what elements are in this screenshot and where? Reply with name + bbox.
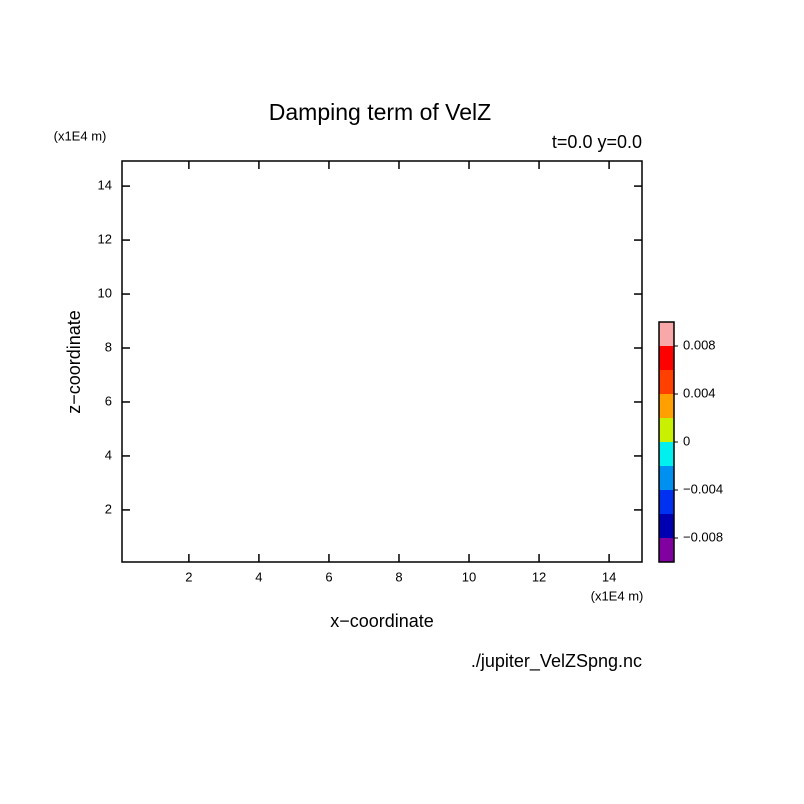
x-tick-label: 4 bbox=[255, 569, 262, 584]
colorbar-tick-label: 0 bbox=[683, 433, 690, 448]
colorbar-tick-label: −0.008 bbox=[683, 529, 723, 544]
y-tick-label: 4 bbox=[105, 447, 112, 462]
colorbar-swatch bbox=[659, 322, 674, 346]
chart-title: Damping term of VelZ bbox=[269, 99, 491, 125]
x-tick-label: 2 bbox=[185, 569, 192, 584]
colorbar-tick-label: −0.004 bbox=[683, 481, 723, 496]
colorbar-swatch bbox=[659, 490, 674, 514]
y-tick-label: 12 bbox=[98, 232, 112, 247]
plot-frame bbox=[121, 160, 643, 563]
y-tick-label: 2 bbox=[105, 501, 112, 516]
colorbar-swatch bbox=[659, 442, 674, 466]
x-tick-label: 8 bbox=[395, 569, 402, 584]
y-tick-label: 8 bbox=[105, 339, 112, 354]
y-tick-label: 6 bbox=[105, 393, 112, 408]
x-unit: (x1E4 m) bbox=[591, 588, 644, 603]
colorbar-swatch bbox=[659, 346, 674, 370]
colorbar-swatch bbox=[659, 418, 674, 442]
subtitle: t=0.0 y=0.0 bbox=[552, 132, 642, 152]
colorbar-swatch bbox=[659, 370, 674, 394]
source-file: ./jupiter_VelZSpng.nc bbox=[471, 651, 642, 672]
x-tick-label: 10 bbox=[462, 569, 476, 584]
colorbar-tick-label: 0.004 bbox=[683, 385, 716, 400]
x-axis-label: x−coordinate bbox=[330, 611, 434, 631]
x-tick-label: 12 bbox=[532, 569, 546, 584]
y-tick-label: 14 bbox=[98, 178, 112, 193]
x-tick-label: 6 bbox=[325, 569, 332, 584]
x-tick-label: 14 bbox=[602, 569, 616, 584]
colorbar-swatch bbox=[659, 538, 674, 562]
colorbar-swatch bbox=[659, 466, 674, 490]
colorbar-swatch bbox=[659, 394, 674, 418]
y-axis-label: z−coordinate bbox=[64, 310, 84, 414]
y-tick-label: 10 bbox=[98, 285, 112, 300]
colorbar-tick-label: 0.008 bbox=[683, 337, 716, 352]
y-unit: (x1E4 m) bbox=[54, 128, 107, 143]
colorbar-swatch bbox=[659, 514, 674, 538]
